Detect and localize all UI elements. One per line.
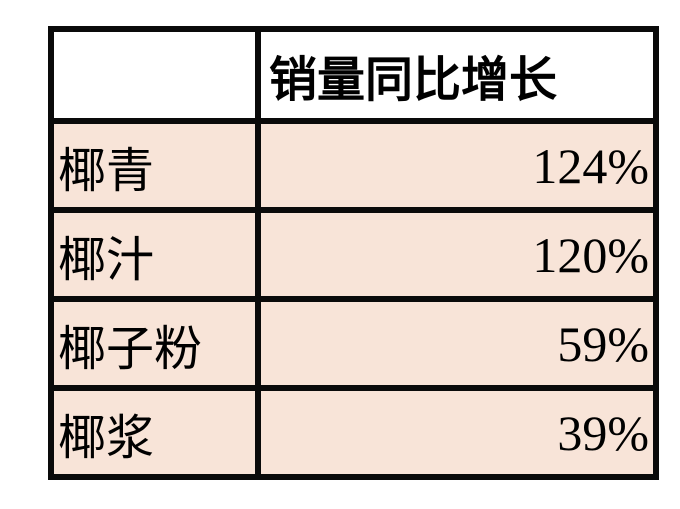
product-name: 椰汁 — [48, 207, 261, 302]
table-row: 椰子粉 59% — [48, 296, 659, 391]
growth-value: 59% — [255, 296, 659, 391]
table-row: 椰汁 120% — [48, 207, 659, 302]
growth-value: 120% — [255, 207, 659, 302]
header-row: 销量同比增长 — [48, 26, 659, 124]
product-name: 椰浆 — [48, 385, 261, 480]
sales-growth-table: 销量同比增长 椰青 124% 椰汁 120% 椰子粉 59% 椰浆 39% — [48, 26, 659, 480]
product-name: 椰子粉 — [48, 296, 261, 391]
header-cell-growth: 销量同比增长 — [255, 26, 659, 124]
growth-value: 124% — [255, 118, 659, 213]
header-cell-empty — [48, 26, 261, 124]
table-row: 椰浆 39% — [48, 385, 659, 480]
growth-value: 39% — [255, 385, 659, 480]
table-row: 椰青 124% — [48, 118, 659, 213]
product-name: 椰青 — [48, 118, 261, 213]
